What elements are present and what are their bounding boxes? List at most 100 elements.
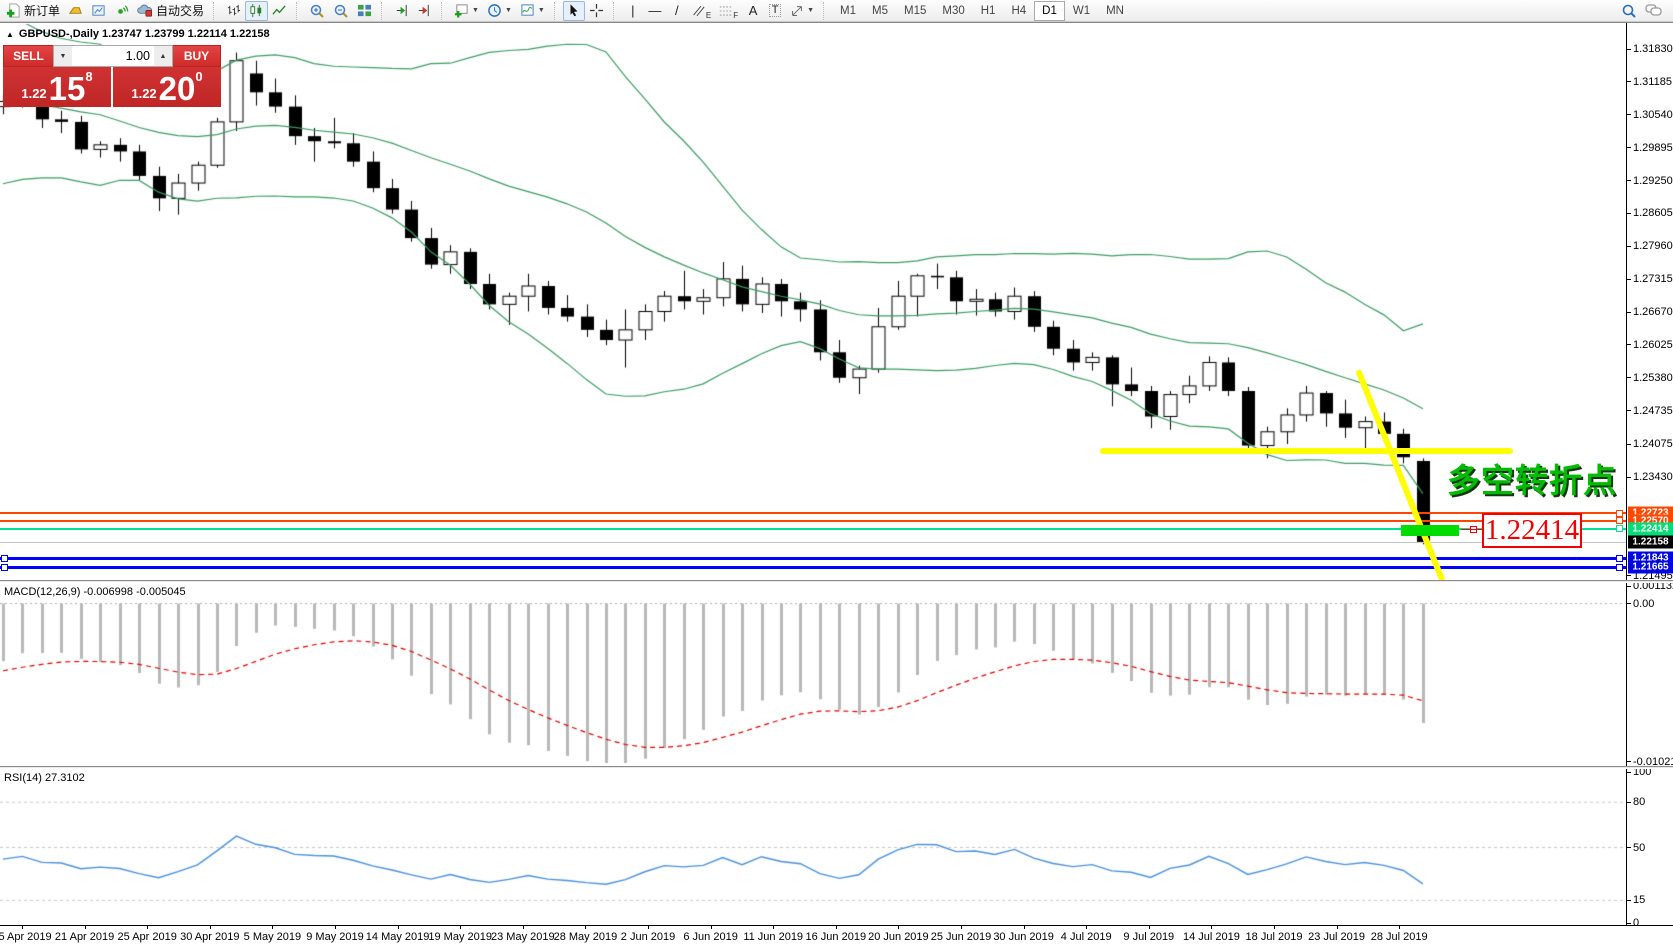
sell-button[interactable]: SELL — [3, 45, 53, 67]
volume-increase-button[interactable]: ▲ — [154, 46, 172, 66]
tick-label: -0.010216 — [1633, 755, 1673, 768]
cursor-icon — [567, 3, 581, 18]
toolbar-separator — [553, 1, 560, 20]
horizontal-line-1.22414[interactable] — [0, 527, 1626, 530]
horizontal-line-1.2257[interactable] — [0, 519, 1626, 522]
search-icon[interactable] — [1621, 3, 1637, 19]
tick-mark — [1627, 278, 1631, 280]
green-highlight-zone[interactable] — [1401, 525, 1459, 536]
channel-tool[interactable]: E — [688, 1, 715, 21]
date-label: 23 May 2019 — [490, 931, 555, 943]
date-label: 30 Jun 2019 — [993, 931, 1054, 943]
clock-icon — [487, 3, 502, 18]
fibonacci-tool[interactable]: F — [715, 1, 742, 21]
sell-price[interactable]: 1.22 15 8 — [3, 67, 111, 107]
tick-label: 1.26670 — [1633, 306, 1673, 318]
price-tick: 1.30540 — [1627, 109, 1673, 121]
line-handle[interactable] — [1616, 525, 1623, 533]
macd-panel-divider[interactable] — [0, 580, 1673, 583]
collapse-triangle-icon[interactable]: ▲ — [6, 29, 14, 39]
line-handle[interactable] — [1, 554, 8, 562]
timeframe-button-M5[interactable]: M5 — [872, 4, 888, 17]
timeframe-button-M1[interactable]: M1 — [840, 4, 856, 17]
date-label: 14 Jul 2019 — [1182, 931, 1240, 943]
date-tick — [147, 925, 149, 929]
price-axis[interactable]: 1.31830 1.31185 1.30540 1.29895 1.29250 1.286… — [1626, 23, 1673, 947]
horizontal-line-1.21665[interactable] — [0, 565, 1626, 569]
bar-chart-icon — [226, 3, 241, 18]
line-handle[interactable] — [1616, 563, 1623, 571]
new-chart-dropdown[interactable]: ▼ — [450, 1, 483, 21]
horizontal-line-1.22723[interactable] — [0, 512, 1626, 515]
date-label: 19 May 2019 — [428, 931, 492, 943]
timeframe-toolbar: M1 M5 M15 M30 H1 H4 D1 W1 MN — [832, 0, 1132, 22]
zoom-out-button[interactable] — [329, 1, 353, 21]
line-handle[interactable] — [1616, 554, 1623, 562]
price-tag-1.22158: 1.22158 — [1628, 535, 1673, 549]
price-tag-1.21665: 1.21665 — [1628, 560, 1673, 574]
main-chart-canvas[interactable] — [0, 23, 1673, 947]
volume-decrease-button[interactable]: ▼ — [54, 46, 72, 66]
horizontal-line-1.21843[interactable] — [0, 556, 1626, 560]
line-chart-mode-button[interactable] — [268, 1, 291, 21]
tick-mark — [1627, 899, 1631, 901]
tick-label: 100 — [1633, 766, 1652, 778]
yellow-horizontal-trendline[interactable] — [1100, 448, 1513, 454]
zoom-out-icon — [333, 3, 349, 19]
buy-price-prefix: 1.22 — [131, 86, 157, 101]
timeframe-button-M30[interactable]: M30 — [942, 4, 965, 17]
timeframe-button-D1[interactable]: D1 — [1034, 0, 1065, 21]
text-label-tool[interactable]: T — [764, 1, 786, 21]
volume-input[interactable] — [72, 46, 154, 66]
zoom-in-button[interactable] — [305, 1, 329, 21]
turning-point-annotation[interactable]: 多空转折点 — [1447, 462, 1617, 499]
date-tick — [961, 925, 962, 929]
rsi-panel-divider[interactable] — [0, 766, 1673, 769]
bar-chart-mode-button[interactable] — [222, 1, 245, 21]
timeframe-button-M15[interactable]: M15 — [903, 4, 927, 17]
buy-button[interactable]: BUY — [173, 45, 221, 67]
tick-mark — [1627, 410, 1631, 412]
auto-trading-button[interactable]: 自动交易 — [133, 1, 208, 21]
tick-label: 80 — [1633, 796, 1646, 809]
buy-price[interactable]: 1.22 20 0 — [113, 67, 221, 107]
timeframe-button-H1[interactable]: H1 — [980, 4, 996, 17]
line-handle[interactable] — [1, 563, 8, 571]
trendline-icon: / — [675, 3, 679, 18]
horizontal-line-tool[interactable]: — — [644, 1, 666, 21]
date-label: 16 Jun 2019 — [805, 931, 867, 943]
tick-label: 1.29895 — [1633, 141, 1673, 154]
price-callout-label[interactable]: 1.22414 — [1482, 513, 1582, 548]
timeframe-button-W1[interactable]: W1 — [1072, 4, 1091, 17]
rsi-tick: 80 — [1627, 796, 1645, 808]
text-tool[interactable]: A — [742, 1, 764, 21]
auto-scroll-button[interactable] — [413, 1, 436, 21]
sell-price-main: 15 — [48, 70, 86, 108]
crosshair-tool-button[interactable] — [585, 1, 608, 21]
charts-window-button[interactable] — [87, 1, 110, 21]
market-watch-button[interactable] — [64, 1, 87, 21]
tick-label: 1.25380 — [1633, 371, 1673, 384]
timeframe-button-H4[interactable]: H4 — [1011, 4, 1027, 17]
line-handle[interactable] — [1616, 517, 1623, 525]
cursor-tool-button[interactable] — [562, 0, 585, 21]
line-handle[interactable] — [1616, 509, 1623, 517]
sell-price-prefix: 1.22 — [21, 86, 47, 101]
new-order-button[interactable]: 新订单 — [2, 1, 64, 21]
timeframe-button-MN[interactable]: MN — [1106, 4, 1124, 17]
arrows-dropdown[interactable]: ▼ — [786, 1, 818, 21]
candlestick-mode-button[interactable] — [245, 0, 269, 21]
trendline-tool[interactable]: / — [666, 1, 688, 21]
indicators-dropdown[interactable]: ▼ — [516, 1, 549, 21]
chart-shift-button[interactable] — [390, 1, 413, 21]
date-label: 14 May 2019 — [365, 931, 430, 943]
date-tick — [84, 925, 86, 929]
signals-button[interactable] — [110, 1, 133, 21]
vertical-line-tool[interactable]: | — [622, 1, 644, 21]
chat-icon[interactable] — [1645, 3, 1663, 18]
periods-dropdown[interactable]: ▼ — [483, 1, 516, 21]
date-label: 25 Jun 2019 — [930, 931, 992, 943]
tile-windows-button[interactable] — [353, 1, 376, 21]
tick-label: 1.29250 — [1633, 174, 1673, 187]
